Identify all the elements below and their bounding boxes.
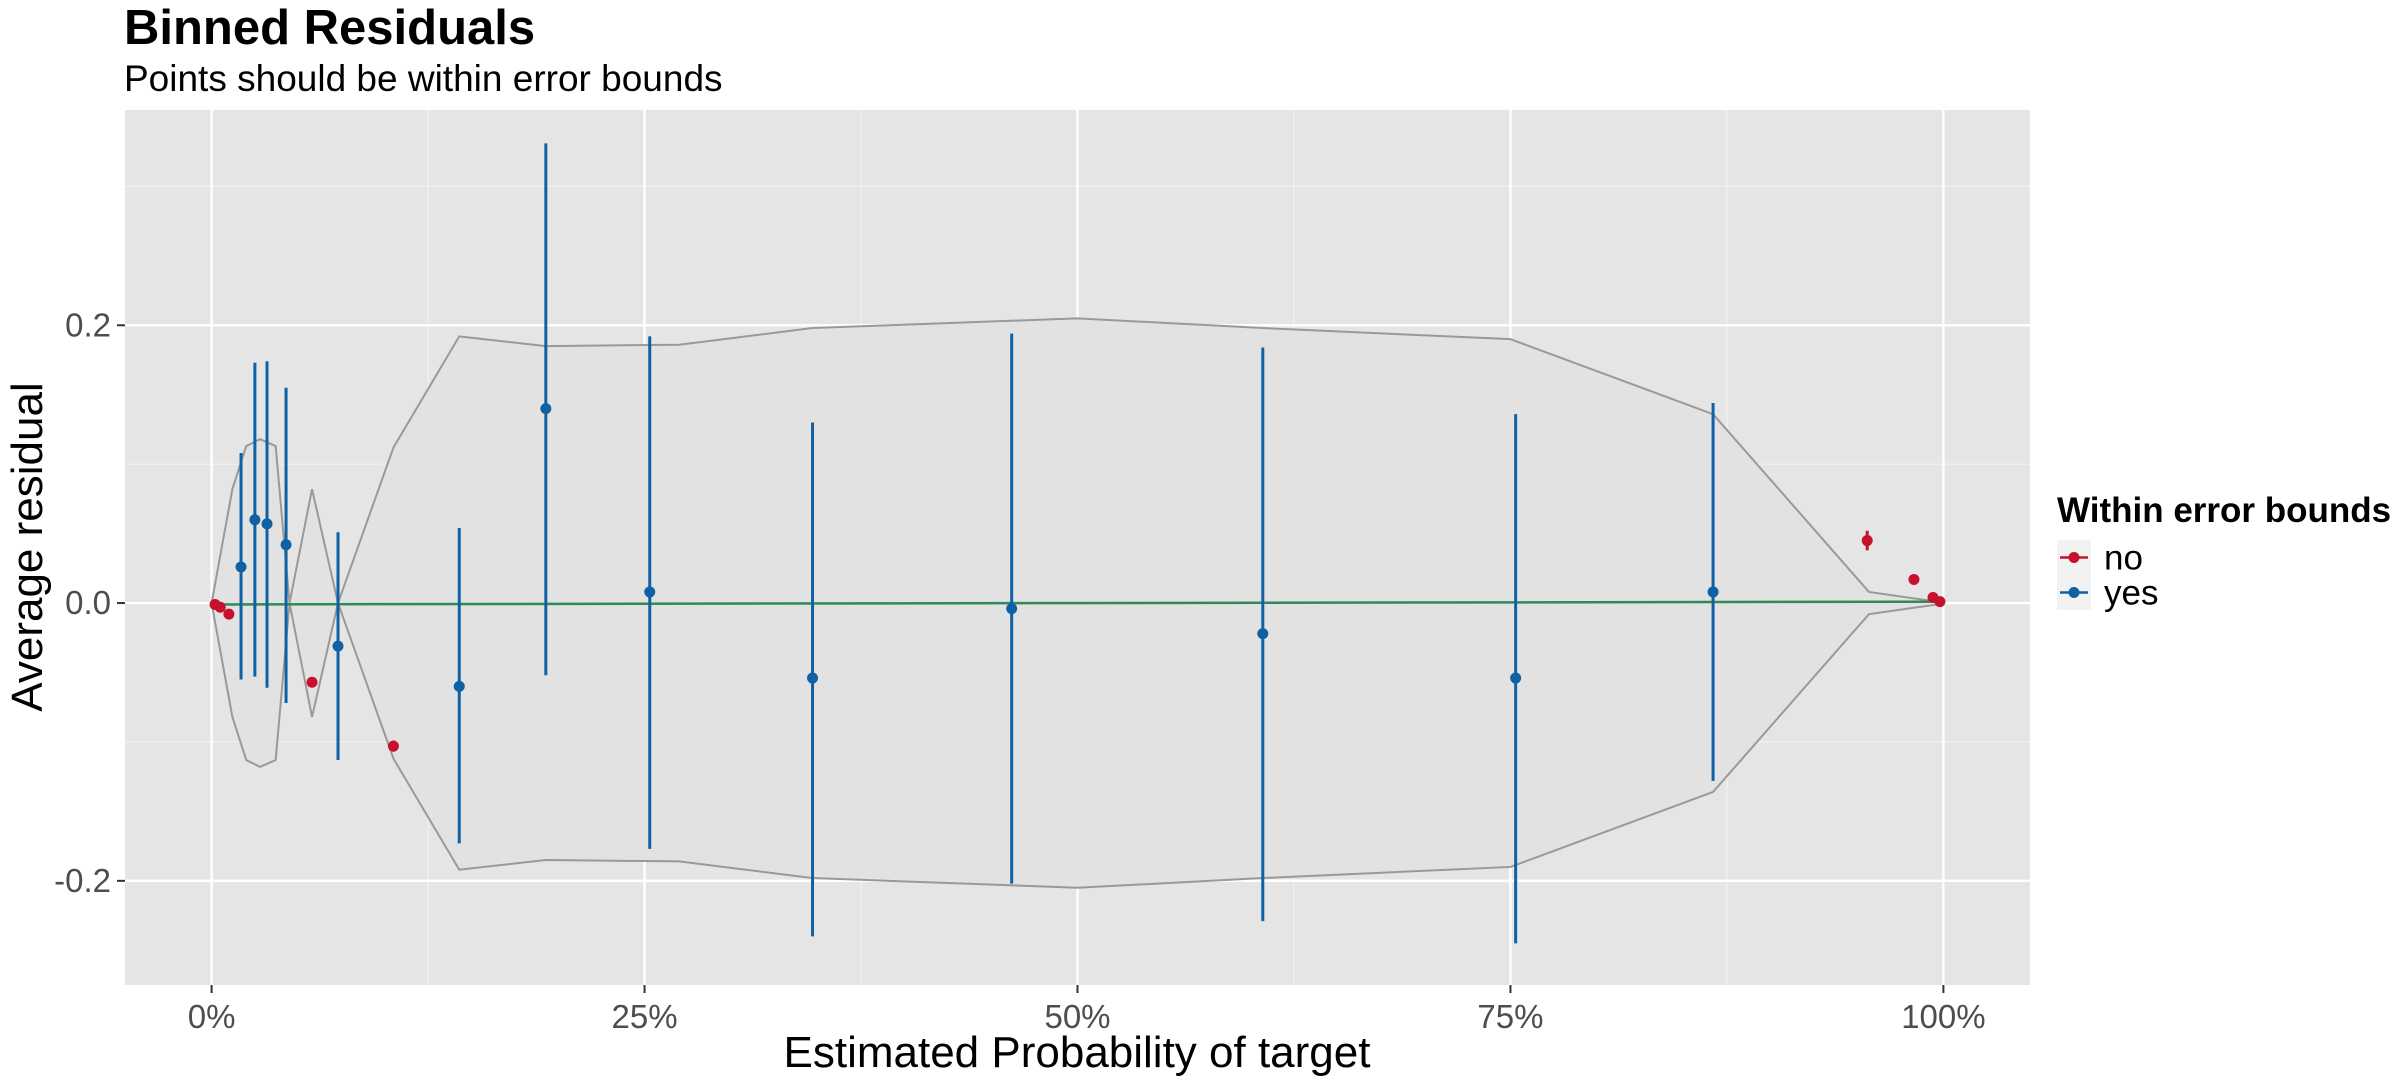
point-yes	[261, 518, 273, 530]
point-no	[1934, 596, 1946, 608]
chart-subtitle: Points should be within error bounds	[124, 58, 723, 99]
point-no	[1861, 535, 1873, 547]
point-yes	[1257, 628, 1269, 640]
fit-line	[211, 600, 1944, 606]
fit-line-layer	[211, 600, 1944, 606]
y-tick-label: -0.2	[54, 862, 111, 899]
data-marks	[209, 143, 1946, 944]
point-yes	[1510, 672, 1522, 684]
y-tick-label: 0.2	[65, 306, 111, 343]
legend-title: Within error bounds	[2057, 491, 2391, 530]
y-tick-label: 0.0	[65, 584, 111, 621]
point-no	[214, 601, 226, 613]
legend-key-point-no	[2068, 552, 2080, 563]
lower-bound-line	[210, 599, 1944, 889]
point-yes	[644, 586, 656, 598]
y-axis-title: Average residual	[3, 382, 52, 711]
point-yes	[332, 640, 344, 652]
point-yes	[807, 672, 819, 684]
legend-key-point-yes	[2068, 587, 2080, 598]
x-tick-label: 25%	[612, 998, 678, 1035]
point-yes	[540, 403, 552, 415]
x-tick-label: 75%	[1477, 998, 1543, 1035]
point-yes	[1006, 603, 1018, 615]
x-tick-label: 100%	[1901, 998, 1985, 1035]
point-no	[223, 608, 235, 620]
point-no	[387, 740, 399, 752]
point-yes	[235, 561, 247, 573]
chart-title: Binned Residuals	[124, 1, 535, 55]
point-yes	[280, 539, 292, 551]
y-axis-ticks: -0.2 0.0 0.2	[54, 306, 125, 899]
x-tick-label: 0%	[188, 998, 236, 1035]
point-no	[1908, 573, 1920, 585]
legend-label-yes: yes	[2104, 574, 2158, 613]
point-yes	[1707, 586, 1719, 598]
legend-label-no: no	[2104, 539, 2143, 578]
point-yes	[453, 680, 465, 692]
x-axis-ticks: 0% 25% 50% 75% 100%	[188, 985, 1986, 1035]
x-tick-label: 50%	[1044, 998, 1110, 1035]
point-no	[306, 676, 318, 688]
x-axis-title: Estimated Probability of target	[784, 1028, 1371, 1077]
point-yes	[249, 514, 261, 526]
